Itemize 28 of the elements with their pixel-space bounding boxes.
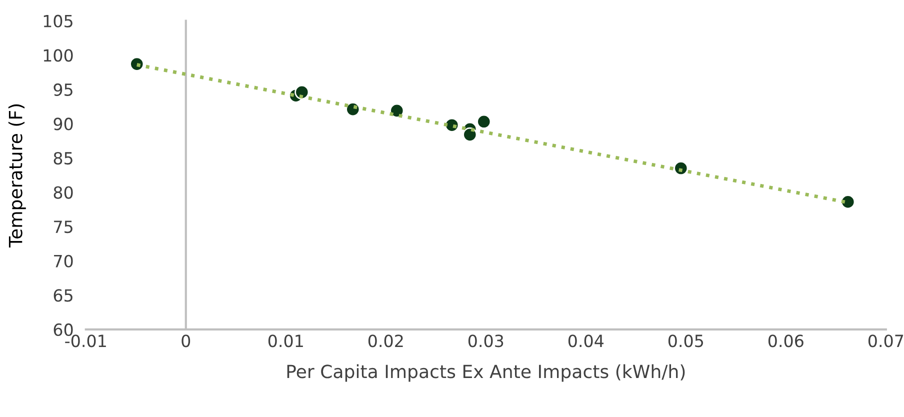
x-tick-label: 0.01 — [268, 334, 303, 348]
y-tick-label: 85 — [54, 152, 72, 165]
y-tick-label: 60 — [54, 323, 73, 336]
point — [130, 56, 144, 72]
point — [840, 194, 856, 210]
point — [294, 84, 310, 100]
y-tick-label: 80 — [54, 186, 73, 199]
point — [674, 161, 688, 176]
x-tick-label: 0.03 — [468, 334, 504, 348]
x-tick-label: 0.05 — [668, 334, 704, 348]
y-tick-label: 105 — [44, 14, 72, 28]
x-tick-label: 0.02 — [368, 334, 403, 348]
point — [462, 127, 478, 142]
y-tick-label: 65 — [54, 289, 72, 302]
y-tick-label: 95 — [54, 83, 72, 96]
y-tick-label: 70 — [54, 254, 73, 268]
x-tick-label: 0.06 — [768, 334, 804, 348]
x-tick-label: 0.04 — [568, 334, 604, 348]
x-tick-label: -0.01 — [65, 334, 106, 348]
point — [476, 114, 492, 129]
y-axis-title: Temperature (F) — [8, 104, 26, 248]
x-tick-label: 0 — [182, 334, 190, 348]
x-axis-title: Per Capita Impacts Ex Ante Impacts (kWh/h) — [287, 364, 685, 382]
y-tick-label: 75 — [54, 220, 72, 234]
point — [346, 102, 360, 117]
x-tick-label: 0.07 — [868, 334, 904, 348]
y-tick-label: 90 — [54, 118, 73, 130]
y-tick-label: 100 — [44, 49, 73, 62]
